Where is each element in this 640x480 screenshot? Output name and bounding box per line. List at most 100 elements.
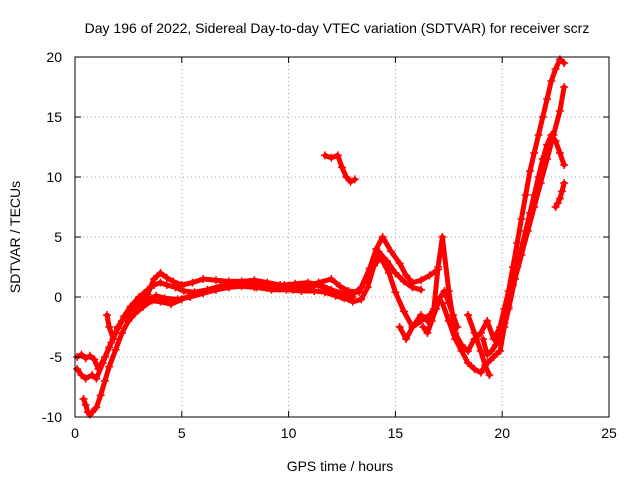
data-point xyxy=(88,371,97,379)
data-point xyxy=(124,317,133,325)
data-point xyxy=(350,175,359,184)
series-line xyxy=(397,56,567,354)
data-point xyxy=(199,289,208,298)
data-point xyxy=(237,281,246,289)
data-point xyxy=(525,167,534,175)
data-point xyxy=(513,239,522,247)
x-axis-label: GPS time / hours xyxy=(287,458,394,474)
data-point xyxy=(378,233,387,241)
data-point xyxy=(130,303,139,312)
data-point xyxy=(449,311,458,319)
data-point xyxy=(538,155,547,163)
data-point xyxy=(538,113,547,121)
data-point xyxy=(551,137,560,145)
data-point xyxy=(543,95,552,103)
data-point xyxy=(504,302,513,311)
data-point xyxy=(169,277,178,286)
data-point xyxy=(517,215,526,223)
data-point xyxy=(534,173,543,181)
data-point xyxy=(476,347,485,355)
data-point xyxy=(150,275,159,283)
data-point xyxy=(85,351,94,360)
data-point xyxy=(105,343,114,352)
series-track-e xyxy=(395,55,569,355)
data-point xyxy=(355,288,364,297)
data-point xyxy=(555,107,564,115)
data-point xyxy=(92,403,101,412)
data-point xyxy=(387,247,396,256)
data-point xyxy=(357,295,366,304)
data-point xyxy=(419,323,428,331)
data-point xyxy=(417,311,426,319)
data-point xyxy=(320,151,329,160)
data-point xyxy=(103,311,112,319)
data-point xyxy=(521,227,530,235)
data-point xyxy=(555,149,564,157)
y-tick-label: -10 xyxy=(42,409,62,425)
data-point xyxy=(476,368,485,377)
data-point xyxy=(491,341,500,349)
data-point xyxy=(156,269,165,277)
data-point xyxy=(436,293,445,301)
data-point xyxy=(77,350,86,359)
series-track-j xyxy=(320,151,359,186)
data-point xyxy=(453,323,462,331)
data-point xyxy=(267,285,276,294)
data-point xyxy=(331,291,340,300)
data-point xyxy=(483,350,492,359)
data-point xyxy=(547,77,556,85)
data-point xyxy=(162,281,171,289)
data-point xyxy=(224,283,233,292)
data-point xyxy=(211,276,220,285)
data-point xyxy=(88,408,97,417)
data-series-group xyxy=(73,55,569,419)
data-point xyxy=(508,281,517,289)
data-point xyxy=(457,347,466,355)
y-axis-label: SDTVAR / TECUs xyxy=(7,181,23,293)
data-point xyxy=(90,355,99,364)
data-point xyxy=(188,278,197,287)
data-point xyxy=(297,287,306,295)
data-point xyxy=(314,281,323,289)
data-point xyxy=(530,149,539,157)
data-point xyxy=(156,278,165,287)
data-point xyxy=(417,276,426,285)
data-point xyxy=(77,371,86,379)
data-point xyxy=(431,305,440,313)
series-track-g xyxy=(478,131,569,359)
data-point xyxy=(100,377,109,385)
data-point xyxy=(555,194,564,203)
data-point xyxy=(186,293,195,301)
data-point xyxy=(333,151,342,160)
data-point xyxy=(560,83,569,91)
data-point xyxy=(547,131,556,139)
data-point xyxy=(177,281,186,289)
data-point xyxy=(363,283,372,292)
data-point xyxy=(417,285,426,294)
series-line xyxy=(480,132,567,358)
data-point xyxy=(346,177,355,186)
data-point xyxy=(444,299,453,307)
series-track-i xyxy=(419,287,462,337)
data-point xyxy=(152,291,161,300)
data-point xyxy=(496,331,505,340)
data-point xyxy=(320,288,329,297)
data-point xyxy=(310,287,319,295)
data-point xyxy=(73,365,82,373)
data-point xyxy=(440,287,449,295)
data-point xyxy=(282,285,291,294)
data-point xyxy=(105,362,114,371)
data-point xyxy=(250,276,259,285)
data-point xyxy=(560,59,569,67)
data-point xyxy=(122,311,131,319)
grid xyxy=(75,57,609,417)
data-point xyxy=(162,273,171,282)
data-point xyxy=(478,335,487,343)
y-tick-label: 0 xyxy=(54,289,62,305)
data-point xyxy=(470,329,479,337)
data-point xyxy=(487,347,496,355)
data-point xyxy=(92,374,101,383)
data-point xyxy=(327,275,336,283)
data-point xyxy=(408,323,417,331)
